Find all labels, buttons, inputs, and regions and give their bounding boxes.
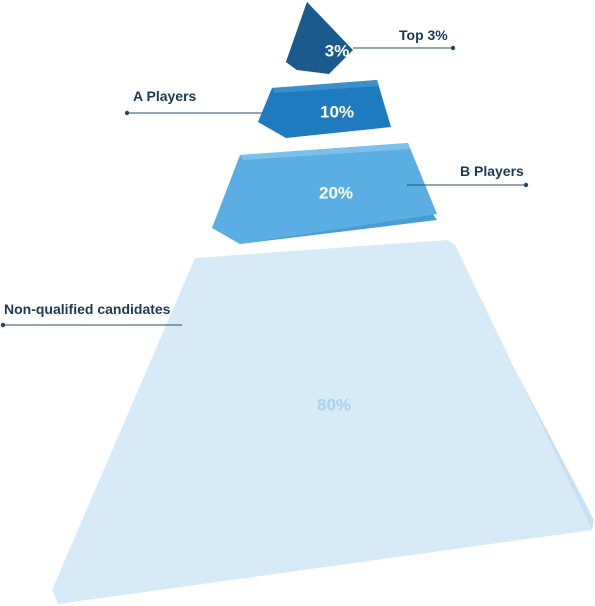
tier-top-percent: 3%: [325, 41, 350, 60]
callout-b-players-label: B Players: [460, 163, 524, 179]
callout-a-players-label: A Players: [133, 88, 197, 104]
callout-top-dot: [450, 45, 456, 51]
tier-non-qualified-face: [52, 240, 592, 604]
tier-a-players-face: [258, 80, 391, 138]
callout-non-qualified-label: Non-qualified candidates: [4, 301, 171, 317]
callout-top-label: Top 3%: [399, 27, 448, 43]
tier-b-players-top-edge: [240, 143, 410, 160]
callout-non-qualified: Non-qualified candidates: [0, 301, 182, 328]
tier-b-players-face: [212, 143, 437, 244]
callout-b-players: B Players: [407, 163, 529, 188]
callout-a-players: A Players: [124, 88, 262, 116]
callout-a-players-dot: [124, 110, 130, 116]
callout-non-qualified-dot: [0, 322, 6, 328]
tier-b-players-percent: 20%: [319, 183, 353, 202]
callout-top: Top 3%: [353, 27, 456, 51]
tier-top: 3%: [286, 2, 353, 74]
tier-a-players-top-edge: [272, 80, 379, 93]
tier-a-players: 10%: [258, 80, 391, 138]
callout-b-players-dot: [523, 182, 529, 188]
tier-non-qualified-side-face: [447, 240, 594, 530]
tier-non-qualified: 80%: [52, 240, 594, 604]
tier-b-players: 20%: [212, 143, 437, 244]
tier-non-qualified-percent: 80%: [317, 395, 351, 414]
tier-top-face: [286, 2, 353, 74]
tier-a-players-percent: 10%: [320, 102, 354, 121]
